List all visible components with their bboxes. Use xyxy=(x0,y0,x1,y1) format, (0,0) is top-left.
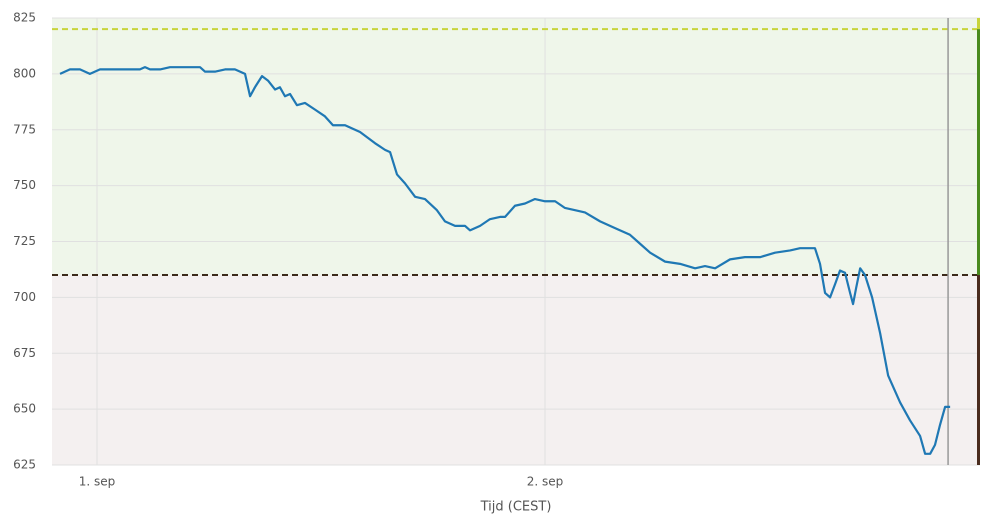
y-tick-label: 825 xyxy=(13,11,36,25)
side-bar-segment xyxy=(977,29,980,276)
y-tick-label: 750 xyxy=(13,178,36,192)
x-tick-label: 1. sep xyxy=(79,475,116,489)
y-tick-label: 675 xyxy=(13,346,36,360)
band xyxy=(52,18,980,276)
y-tick-label: 775 xyxy=(13,122,36,136)
y-tick-label: 650 xyxy=(13,402,36,416)
x-tick-label: 2. sep xyxy=(527,475,564,489)
y-tick-label: 725 xyxy=(13,234,36,248)
side-bar-segment xyxy=(977,18,980,30)
y-tick-label: 700 xyxy=(13,290,36,304)
side-bar-segment xyxy=(977,275,980,465)
y-tick-label: 625 xyxy=(13,458,36,472)
y-tick-label: 800 xyxy=(13,66,36,80)
x-axis-label: Tijd (CEST) xyxy=(480,500,552,515)
data-line xyxy=(59,66,951,455)
band xyxy=(52,275,980,465)
